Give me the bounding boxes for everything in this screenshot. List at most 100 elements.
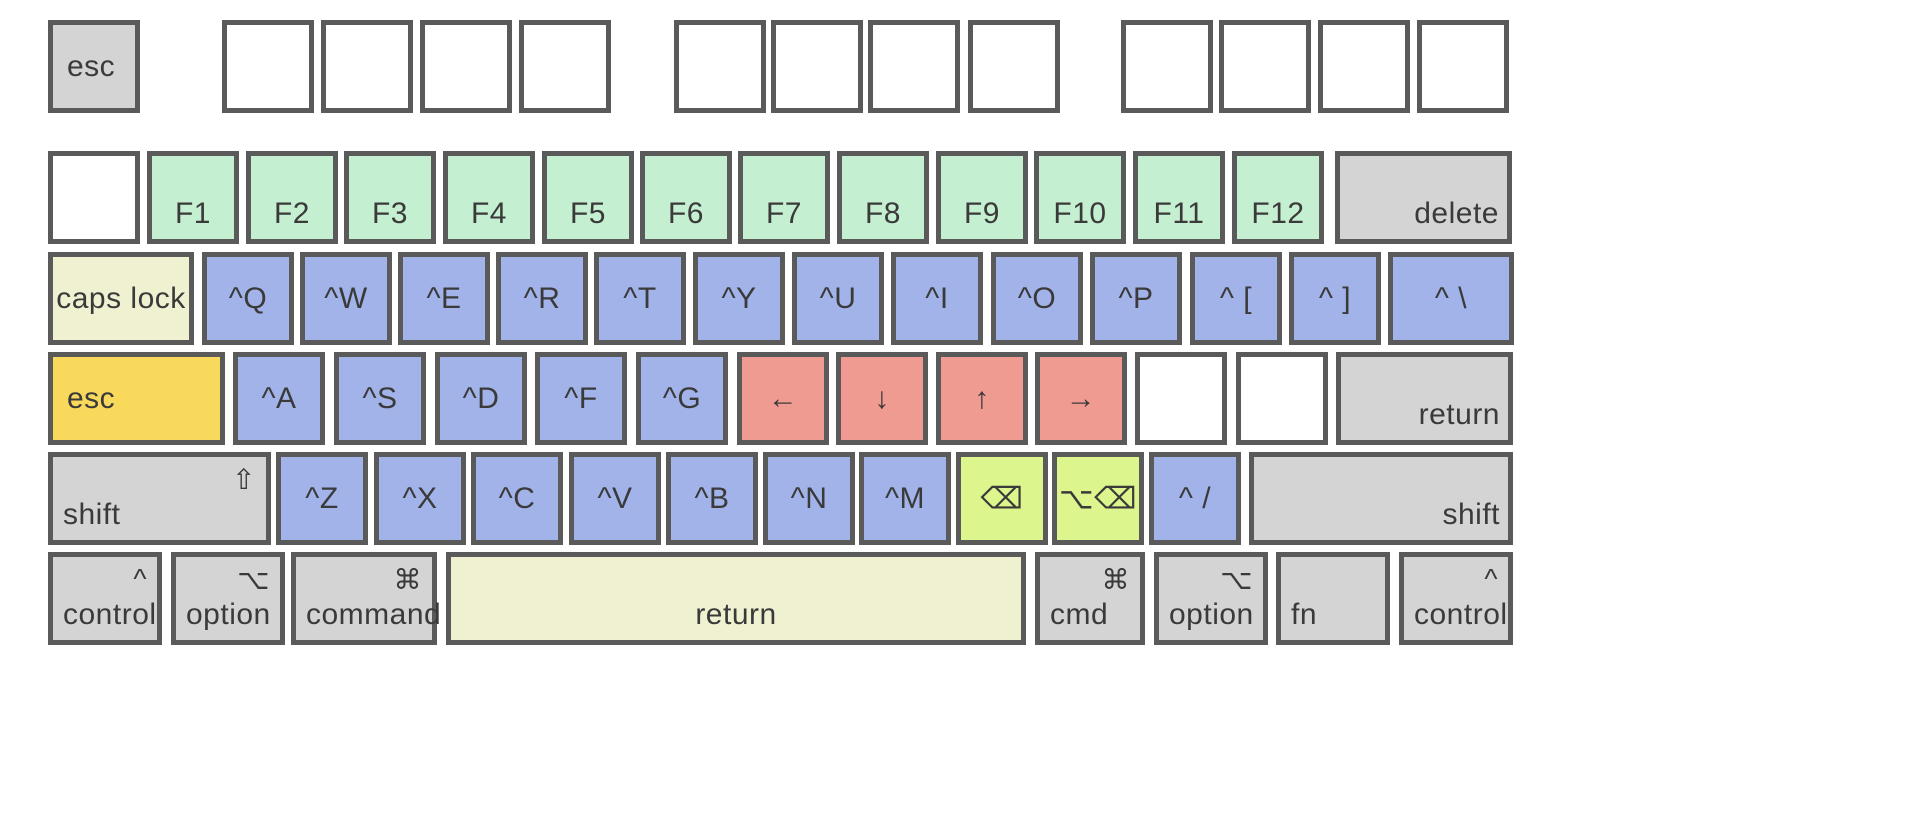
key-label: ^O	[1017, 281, 1057, 315]
key-label: ^ /	[1178, 481, 1212, 515]
key-arrow-down: ↓	[836, 352, 928, 445]
modifier-symbol-icon: ⌥	[1220, 564, 1253, 595]
key-fn-blank-6	[771, 20, 863, 113]
key-label: option	[1169, 598, 1254, 631]
key-arrow-left: ←	[737, 352, 829, 445]
key-label: ←	[767, 381, 799, 415]
key-ctrl-x: ^X	[374, 452, 466, 545]
key-ctrl-d: ^D	[435, 352, 527, 445]
key-option-backspace: ⌥⌫	[1052, 452, 1144, 545]
key-return: return	[1336, 352, 1513, 445]
key-shift-right: shift	[1249, 452, 1513, 545]
modifier-symbol-icon: ^	[133, 563, 147, 594]
key-backtick	[48, 151, 140, 244]
key-label: control	[1414, 598, 1508, 631]
key-label: delete	[1414, 197, 1499, 230]
key-ctrl-t: ^T	[594, 252, 686, 345]
key-control-left: control ^	[48, 552, 162, 645]
modifier-symbol-icon: ⇧	[232, 464, 256, 495]
key-label: ^P	[1118, 281, 1154, 315]
key-fn-blank-12	[1417, 20, 1509, 113]
key-label: ^E	[426, 281, 462, 315]
key-label: F10	[1053, 197, 1107, 230]
key-ctrl-q: ^Q	[202, 252, 294, 345]
key-label: ^ \	[1434, 281, 1468, 315]
key-ctrl-o: ^O	[991, 252, 1083, 345]
key-backspace: ⌫	[956, 452, 1048, 545]
key-f9: F9	[936, 151, 1028, 244]
key-ctrl-w: ^W	[300, 252, 392, 345]
key-ctrl-lbracket: ^ [	[1190, 252, 1282, 345]
key-label: ^V	[597, 481, 633, 515]
key-esc-caps: esc	[48, 352, 225, 445]
key-label: ^Z	[305, 481, 339, 515]
key-label: F12	[1251, 197, 1305, 230]
modifier-symbol-icon: ⌥	[237, 564, 270, 595]
key-label: ^T	[623, 281, 657, 315]
key-ctrl-s: ^S	[334, 352, 426, 445]
key-fn-blank-11	[1318, 20, 1410, 113]
key-label: command	[306, 598, 442, 631]
modifier-symbol-icon: ^	[1484, 563, 1498, 594]
key-fn: fn	[1276, 552, 1390, 645]
key-fn-blank-3	[420, 20, 512, 113]
key-f4: F4	[443, 151, 535, 244]
key-label: option	[186, 598, 271, 631]
key-ctrl-u: ^U	[792, 252, 884, 345]
key-label: return	[695, 598, 777, 631]
key-label: ^W	[324, 281, 368, 315]
key-label: shift	[63, 498, 121, 531]
key-quote	[1236, 352, 1328, 445]
key-ctrl-g: ^G	[636, 352, 728, 445]
key-ctrl-f: ^F	[535, 352, 627, 445]
key-ctrl-c: ^C	[471, 452, 563, 545]
key-label: F6	[667, 197, 704, 230]
key-label: ^C	[498, 481, 536, 515]
key-label: ^D	[462, 381, 500, 415]
key-label: F7	[765, 197, 802, 230]
key-f6: F6	[640, 151, 732, 244]
key-f1: F1	[147, 151, 239, 244]
key-f12: F12	[1232, 151, 1324, 244]
key-label: ^U	[819, 281, 857, 315]
key-label: ⌥⌫	[1059, 482, 1137, 515]
key-fn-blank-7	[868, 20, 960, 113]
key-label: control	[63, 598, 157, 631]
key-label: ^A	[261, 381, 297, 415]
key-label: F3	[371, 197, 408, 230]
key-esc-top: esc	[48, 20, 140, 113]
key-label: ^G	[662, 381, 702, 415]
key-arrow-up: ↑	[936, 352, 1028, 445]
key-ctrl-n: ^N	[763, 452, 855, 545]
key-ctrl-slash: ^ /	[1149, 452, 1241, 545]
key-option-right: option ⌥	[1154, 552, 1268, 645]
key-f10: F10	[1034, 151, 1126, 244]
key-label: ^ [	[1219, 281, 1253, 315]
key-f3: F3	[344, 151, 436, 244]
key-label: F9	[963, 197, 1000, 230]
key-ctrl-z: ^Z	[276, 452, 368, 545]
key-delete: delete	[1335, 151, 1512, 244]
key-label: esc	[67, 381, 116, 415]
key-ctrl-a: ^A	[233, 352, 325, 445]
key-fn-blank-4	[519, 20, 611, 113]
key-label: ^N	[790, 481, 828, 515]
key-fn-blank-9	[1121, 20, 1213, 113]
key-label: ^ ]	[1318, 281, 1352, 315]
key-label: caps lock	[56, 281, 186, 315]
key-ctrl-b: ^B	[666, 452, 758, 545]
key-label: ^Q	[228, 281, 268, 315]
key-label: ^B	[694, 481, 730, 515]
key-f7: F7	[738, 151, 830, 244]
key-label: ↓	[874, 381, 890, 415]
key-control-right: control ^	[1399, 552, 1513, 645]
key-arrow-right: →	[1035, 352, 1127, 445]
key-ctrl-r: ^R	[496, 252, 588, 345]
key-f5: F5	[542, 151, 634, 244]
key-fn-blank-2	[321, 20, 413, 113]
key-label: esc	[67, 49, 116, 83]
key-label: cmd	[1050, 598, 1109, 631]
key-caps-lock: caps lock	[48, 252, 194, 345]
key-ctrl-rbracket: ^ ]	[1289, 252, 1381, 345]
